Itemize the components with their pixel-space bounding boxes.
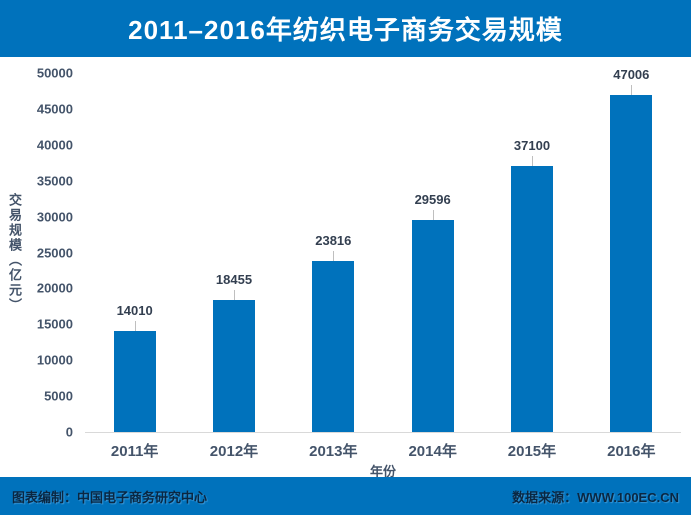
credit-source-right: 数据来源：WWW.100EC.CN <box>512 489 679 505</box>
bar-slot: 18455 <box>184 73 283 432</box>
bar-slot: 29596 <box>383 73 482 432</box>
bar-value-label: 18455 <box>215 271 253 287</box>
bar <box>212 299 255 432</box>
y-tick-label: 35000 <box>36 173 73 189</box>
y-tick-label: 40000 <box>36 137 73 153</box>
x-tick-label: 2014年 <box>408 443 457 460</box>
y-tick-label: 20000 <box>36 280 73 296</box>
title-bar: 2011–2016年纺织电子商务交易规模 <box>0 0 691 57</box>
bar <box>312 261 355 432</box>
y-tick-label: 45000 <box>36 101 73 117</box>
bar-slot: 37100 <box>482 73 581 432</box>
bar <box>113 331 156 432</box>
x-tick-label: 2012年 <box>209 443 259 460</box>
y-tick-label: 50000 <box>36 65 73 81</box>
chart-title: 2011–2016年纺织电子商务交易规模 <box>128 15 563 45</box>
bar-value-label: 23816 <box>315 233 352 249</box>
x-tick-label: 2015年 <box>507 443 557 460</box>
value-leader-line <box>432 209 434 220</box>
x-axis-labels: 2011年 2012年 2013年 2014年 2015年 2016年 <box>85 440 681 461</box>
bar-value-label: 14010 <box>116 303 153 319</box>
credit-bar: 图表编制：中国电子商务研究中心 数据来源：WWW.100EC.CN <box>0 477 691 515</box>
bar <box>610 94 653 432</box>
x-tick-label: 2013年 <box>309 443 358 460</box>
x-axis-title: 年份 <box>369 464 396 479</box>
credit-source-left: 图表编制：中国电子商务研究中心 <box>12 489 208 505</box>
y-tick-label: 10000 <box>36 352 73 368</box>
value-leader-line <box>134 321 136 332</box>
bar-slot: 14010 <box>85 73 184 432</box>
x-tick-label: 2016年 <box>607 443 656 460</box>
value-leader-line <box>333 251 335 262</box>
y-tick-label: 25000 <box>36 245 73 260</box>
y-tick-label: 5000 <box>44 388 73 404</box>
x-tick-label: 2011年 <box>110 443 159 460</box>
bar-slot: 23816 <box>284 73 383 432</box>
value-leader-line <box>233 289 235 300</box>
bar <box>411 219 454 432</box>
y-axis-title: 交易规模（亿元） <box>7 193 22 313</box>
y-tick-label: 0 <box>65 424 73 440</box>
value-leader-line <box>531 155 533 166</box>
y-tick-label: 15000 <box>36 316 73 332</box>
chart-area: 交易规模（亿元） 0 5000 10000 15000 20000 25000 30000 3… <box>0 57 691 479</box>
value-leader-line <box>631 84 633 95</box>
bar-value-label: 37100 <box>513 137 551 153</box>
bar-value-label: 47006 <box>613 66 650 82</box>
y-tick-label: 30000 <box>36 209 73 225</box>
bar-slot: 47006 <box>582 67 681 432</box>
bar <box>510 165 553 432</box>
bar-value-label: 29596 <box>414 191 451 207</box>
plot-area: 0 5000 10000 15000 20000 25000 30000 35000 40000… <box>37 66 681 440</box>
